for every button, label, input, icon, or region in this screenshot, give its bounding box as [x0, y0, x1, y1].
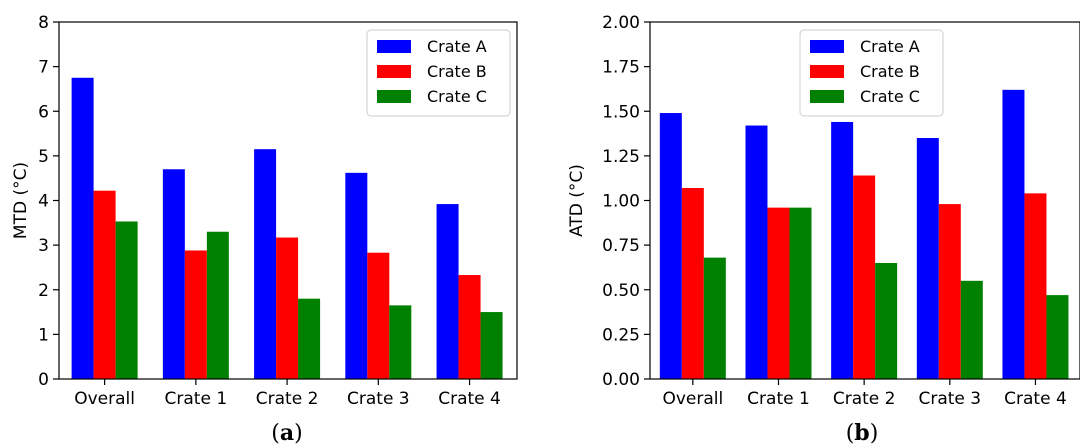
y-tick-label: 0.25	[602, 325, 640, 345]
bar-crate-b-crate-2	[276, 237, 299, 379]
chart-panel-a: 0 1 2 3 4 5 6 7 8 Overall Crate 1 Crate 2 Crate 3 Cra…	[11, 13, 518, 446]
y-tick-label: 4	[38, 192, 49, 212]
legend-label: Crate B	[860, 62, 920, 81]
legend-label: Crate C	[427, 87, 487, 106]
bar-crate-a-crate-2	[254, 149, 277, 379]
y-tick-label: 1	[38, 325, 49, 345]
bar-crate-a-crate-4	[1002, 89, 1025, 379]
bar-crate-b-crate-3	[367, 252, 390, 379]
legend-label: Crate B	[427, 62, 487, 81]
bar-crate-c-crate-1	[789, 207, 812, 379]
x-tick-label: Crate 1	[747, 389, 810, 409]
bar-crate-b-crate-2	[853, 175, 876, 379]
legend-label: Crate A	[427, 37, 487, 56]
bar-crate-c-overall	[115, 221, 138, 379]
x-tick-label: Crate 4	[1004, 389, 1067, 409]
bar-crate-a-crate-3	[916, 138, 939, 379]
bar-crate-a-crate-3	[345, 172, 368, 379]
y-tick-label: 2.00	[602, 13, 640, 33]
bar-crate-b-overall	[681, 188, 704, 379]
bar-crate-c-crate-4	[1046, 295, 1069, 379]
y-axis-label: ATD (°C)	[567, 164, 587, 237]
legend-swatch	[377, 40, 411, 53]
y-tick-label: 0	[38, 370, 49, 390]
legend-swatch	[377, 90, 411, 103]
y-tick-label: 1.50	[602, 102, 640, 122]
y-tick-label: 3	[38, 236, 49, 256]
chart-panel-b: 0.00 0.25 0.50 0.75 1.00 1.25 1.50 1.75 2.00 Over…	[567, 13, 1080, 446]
legend: Crate A Crate B Crate C	[366, 29, 511, 117]
legend-swatch	[810, 90, 844, 103]
bar-crate-b-crate-4	[458, 275, 481, 379]
bar-crate-c-overall	[703, 257, 726, 379]
x-tick-label: Overall	[662, 389, 723, 409]
x-tick-label: Crate 3	[918, 389, 981, 409]
x-tick-label: Crate 2	[833, 389, 896, 409]
bar-crate-a-crate-1	[745, 125, 768, 379]
y-tick-label: 0.75	[602, 236, 640, 256]
bar-crate-b-crate-3	[938, 204, 961, 379]
y-tick-label: 1.75	[602, 58, 640, 78]
bar-crate-a-crate-4	[436, 204, 459, 379]
bar-crate-c-crate-2	[875, 262, 898, 379]
bar-crate-a-overall	[659, 113, 682, 379]
x-tick-label: Crate 3	[347, 389, 410, 409]
bar-crate-a-overall	[71, 77, 94, 379]
panel-caption: (a)	[271, 420, 302, 446]
bar-crate-c-crate-3	[389, 305, 412, 379]
bar-crate-c-crate-2	[298, 298, 321, 379]
legend-swatch	[377, 65, 411, 78]
bar-crate-a-crate-2	[831, 121, 854, 380]
legend-label: Crate C	[860, 87, 920, 106]
y-axis-label: MTD (°C)	[11, 162, 31, 239]
x-tick-label: Crate 1	[165, 389, 228, 409]
legend-swatch	[810, 40, 844, 53]
y-tick-label: 8	[38, 13, 49, 33]
x-tick-label: Crate 2	[256, 389, 319, 409]
bar-crate-c-crate-4	[480, 312, 503, 379]
bar-crate-b-overall	[93, 190, 116, 379]
x-tick-label: Overall	[74, 389, 135, 409]
y-tick-label: 0.00	[602, 370, 640, 390]
bar-crate-b-crate-4	[1024, 193, 1047, 379]
bar-crate-a-crate-1	[162, 169, 185, 379]
y-tick-label: 5	[38, 147, 49, 167]
bar-crate-c-crate-3	[960, 280, 983, 379]
y-tick-label: 2	[38, 281, 49, 301]
y-tick-label: 1.00	[602, 192, 640, 212]
y-tick-label: 7	[38, 58, 49, 78]
y-tick-label: 6	[38, 102, 49, 122]
legend: Crate A Crate B Crate C	[799, 29, 944, 117]
bar-crate-b-crate-1	[767, 207, 790, 379]
bar-crate-c-crate-1	[206, 231, 229, 379]
x-tick-label: Crate 4	[438, 389, 501, 409]
y-tick-label: 0.50	[602, 281, 640, 301]
panel-caption: (b)	[846, 420, 879, 446]
legend-label: Crate A	[860, 37, 920, 56]
legend-swatch	[810, 65, 844, 78]
bar-crate-b-crate-1	[184, 250, 207, 379]
y-tick-label: 1.25	[602, 147, 640, 167]
